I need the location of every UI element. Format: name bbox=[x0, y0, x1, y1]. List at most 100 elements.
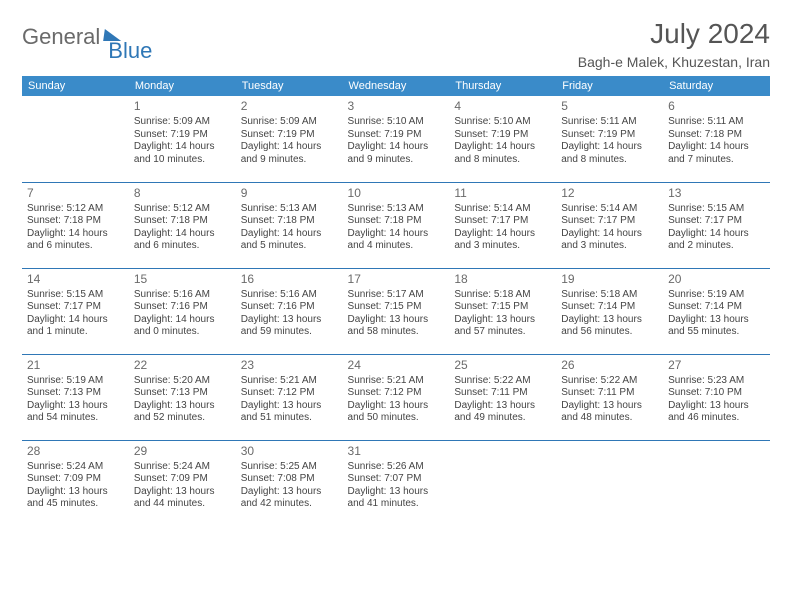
day-cell: 18Sunrise: 5:18 AMSunset: 7:15 PMDayligh… bbox=[449, 268, 556, 354]
sunset-line: Sunset: 7:15 PM bbox=[348, 301, 445, 314]
day-number: 28 bbox=[27, 444, 124, 459]
sunset-line: Sunset: 7:17 PM bbox=[668, 215, 765, 228]
daylight-line: Daylight: 13 hours and 52 minutes. bbox=[134, 400, 231, 425]
sunrise-line: Sunrise: 5:23 AM bbox=[668, 375, 765, 388]
daylight-line: Daylight: 14 hours and 6 minutes. bbox=[27, 228, 124, 253]
sunset-line: Sunset: 7:18 PM bbox=[27, 215, 124, 228]
sunset-line: Sunset: 7:09 PM bbox=[27, 473, 124, 486]
day-cell: 16Sunrise: 5:16 AMSunset: 7:16 PMDayligh… bbox=[236, 268, 343, 354]
daylight-line: Daylight: 14 hours and 9 minutes. bbox=[348, 141, 445, 166]
day-header: Thursday bbox=[449, 76, 556, 96]
daylight-line: Daylight: 14 hours and 1 minute. bbox=[27, 314, 124, 339]
sunset-line: Sunset: 7:14 PM bbox=[561, 301, 658, 314]
sunrise-line: Sunrise: 5:14 AM bbox=[561, 203, 658, 216]
day-number: 25 bbox=[454, 358, 551, 373]
day-cell: 11Sunrise: 5:14 AMSunset: 7:17 PMDayligh… bbox=[449, 182, 556, 268]
daylight-line: Daylight: 14 hours and 9 minutes. bbox=[241, 141, 338, 166]
day-number: 11 bbox=[454, 186, 551, 201]
location: Bagh-e Malek, Khuzestan, Iran bbox=[578, 54, 770, 70]
day-header: Sunday bbox=[22, 76, 129, 96]
day-cell: 22Sunrise: 5:20 AMSunset: 7:13 PMDayligh… bbox=[129, 354, 236, 440]
sunset-line: Sunset: 7:18 PM bbox=[668, 129, 765, 142]
day-number: 21 bbox=[27, 358, 124, 373]
sunrise-line: Sunrise: 5:24 AM bbox=[134, 461, 231, 474]
day-number: 17 bbox=[348, 272, 445, 287]
title-block: July 2024 Bagh-e Malek, Khuzestan, Iran bbox=[578, 18, 770, 70]
week-row: 28Sunrise: 5:24 AMSunset: 7:09 PMDayligh… bbox=[22, 440, 770, 526]
sunrise-line: Sunrise: 5:15 AM bbox=[668, 203, 765, 216]
daylight-line: Daylight: 14 hours and 8 minutes. bbox=[454, 141, 551, 166]
day-number: 9 bbox=[241, 186, 338, 201]
sunrise-line: Sunrise: 5:13 AM bbox=[348, 203, 445, 216]
day-number: 19 bbox=[561, 272, 658, 287]
sunset-line: Sunset: 7:19 PM bbox=[561, 129, 658, 142]
day-number: 29 bbox=[134, 444, 231, 459]
day-number: 31 bbox=[348, 444, 445, 459]
daylight-line: Daylight: 13 hours and 46 minutes. bbox=[668, 400, 765, 425]
day-cell: 2Sunrise: 5:09 AMSunset: 7:19 PMDaylight… bbox=[236, 96, 343, 182]
day-header: Friday bbox=[556, 76, 663, 96]
sunrise-line: Sunrise: 5:21 AM bbox=[348, 375, 445, 388]
sunrise-line: Sunrise: 5:16 AM bbox=[241, 289, 338, 302]
day-cell: 8Sunrise: 5:12 AMSunset: 7:18 PMDaylight… bbox=[129, 182, 236, 268]
day-number: 6 bbox=[668, 99, 765, 114]
day-number: 8 bbox=[134, 186, 231, 201]
day-cell: 17 Sunrise: 5:17 AMSunset: 7:15 PMDayligh… bbox=[343, 268, 450, 354]
day-number: 26 bbox=[561, 358, 658, 373]
week-row: 14Sunrise: 5:15 AMSunset: 7:17 PMDayligh… bbox=[22, 268, 770, 354]
sunset-line: Sunset: 7:11 PM bbox=[561, 387, 658, 400]
day-cell: 12Sunrise: 5:14 AMSunset: 7:17 PMDayligh… bbox=[556, 182, 663, 268]
daylight-line: Daylight: 14 hours and 8 minutes. bbox=[561, 141, 658, 166]
day-header: Tuesday bbox=[236, 76, 343, 96]
day-cell: 3Sunrise: 5:10 AMSunset: 7:19 PMDaylight… bbox=[343, 96, 450, 182]
day-cell: 31Sunrise: 5:26 AMSunset: 7:07 PMDayligh… bbox=[343, 440, 450, 526]
sunrise-line: Sunrise: 5:25 AM bbox=[241, 461, 338, 474]
day-header: Wednesday bbox=[343, 76, 450, 96]
sunrise-line: Sunrise: 5:20 AM bbox=[134, 375, 231, 388]
day-cell: 14Sunrise: 5:15 AMSunset: 7:17 PMDayligh… bbox=[22, 268, 129, 354]
day-header: Saturday bbox=[663, 76, 770, 96]
sunset-line: Sunset: 7:13 PM bbox=[134, 387, 231, 400]
daylight-line: Daylight: 13 hours and 55 minutes. bbox=[668, 314, 765, 339]
day-cell: 7Sunrise: 5:12 AMSunset: 7:18 PMDaylight… bbox=[22, 182, 129, 268]
day-number: 16 bbox=[241, 272, 338, 287]
day-cell: 29Sunrise: 5:24 AMSunset: 7:09 PMDayligh… bbox=[129, 440, 236, 526]
daylight-line: Daylight: 13 hours and 49 minutes. bbox=[454, 400, 551, 425]
daylight-line: Daylight: 13 hours and 50 minutes. bbox=[348, 400, 445, 425]
sunrise-line: Sunrise: 5:12 AM bbox=[27, 203, 124, 216]
day-cell: 24Sunrise: 5:21 AMSunset: 7:12 PMDayligh… bbox=[343, 354, 450, 440]
daylight-line: Daylight: 14 hours and 2 minutes. bbox=[668, 228, 765, 253]
logo-text-blue: Blue bbox=[108, 38, 152, 64]
daylight-line: Daylight: 14 hours and 10 minutes. bbox=[134, 141, 231, 166]
sunrise-line: Sunrise: 5:19 AM bbox=[27, 375, 124, 388]
day-cell: 28Sunrise: 5:24 AMSunset: 7:09 PMDayligh… bbox=[22, 440, 129, 526]
daylight-line: Daylight: 13 hours and 58 minutes. bbox=[348, 314, 445, 339]
daylight-line: Daylight: 13 hours and 51 minutes. bbox=[241, 400, 338, 425]
calendar-table: SundayMondayTuesdayWednesdayThursdayFrid… bbox=[22, 76, 770, 526]
day-header-row: SundayMondayTuesdayWednesdayThursdayFrid… bbox=[22, 76, 770, 96]
week-row: 7Sunrise: 5:12 AMSunset: 7:18 PMDaylight… bbox=[22, 182, 770, 268]
sunset-line: Sunset: 7:13 PM bbox=[27, 387, 124, 400]
day-number: 18 bbox=[454, 272, 551, 287]
day-number: 1 bbox=[134, 99, 231, 114]
day-number: 13 bbox=[668, 186, 765, 201]
sunset-line: Sunset: 7:19 PM bbox=[454, 129, 551, 142]
sunrise-line: Sunrise: 5:17 AM bbox=[348, 289, 445, 302]
sunrise-line: Sunrise: 5:26 AM bbox=[348, 461, 445, 474]
day-cell: 15Sunrise: 5:16 AMSunset: 7:16 PMDayligh… bbox=[129, 268, 236, 354]
day-cell: 1Sunrise: 5:09 AMSunset: 7:19 PMDaylight… bbox=[129, 96, 236, 182]
day-cell: 13 Sunrise: 5:15 AMSunset: 7:17 PMDayligh… bbox=[663, 182, 770, 268]
day-number: 20 bbox=[668, 272, 765, 287]
sunrise-line: Sunrise: 5:12 AM bbox=[134, 203, 231, 216]
sunrise-line: Sunrise: 5:15 AM bbox=[27, 289, 124, 302]
sunrise-line: Sunrise: 5:18 AM bbox=[561, 289, 658, 302]
sunrise-line: Sunrise: 5:10 AM bbox=[454, 116, 551, 129]
sunset-line: Sunset: 7:17 PM bbox=[561, 215, 658, 228]
day-number: 27 bbox=[668, 358, 765, 373]
day-number: 3 bbox=[348, 99, 445, 114]
day-number: 2 bbox=[241, 99, 338, 114]
sunset-line: Sunset: 7:07 PM bbox=[348, 473, 445, 486]
day-number: 14 bbox=[27, 272, 124, 287]
sunset-line: Sunset: 7:15 PM bbox=[454, 301, 551, 314]
day-cell: 26Sunrise: 5:22 AMSunset: 7:11 PMDayligh… bbox=[556, 354, 663, 440]
